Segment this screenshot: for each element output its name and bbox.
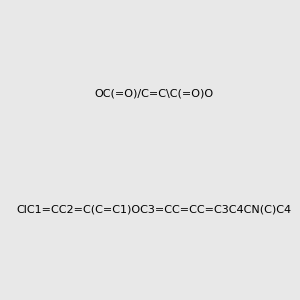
Text: OC(=O)/C=C\C(=O)O: OC(=O)/C=C\C(=O)O — [94, 89, 213, 99]
Text: ClC1=CC2=C(C=C1)OC3=CC=CC=C3C4CN(C)C4: ClC1=CC2=C(C=C1)OC3=CC=CC=C3C4CN(C)C4 — [16, 204, 291, 214]
